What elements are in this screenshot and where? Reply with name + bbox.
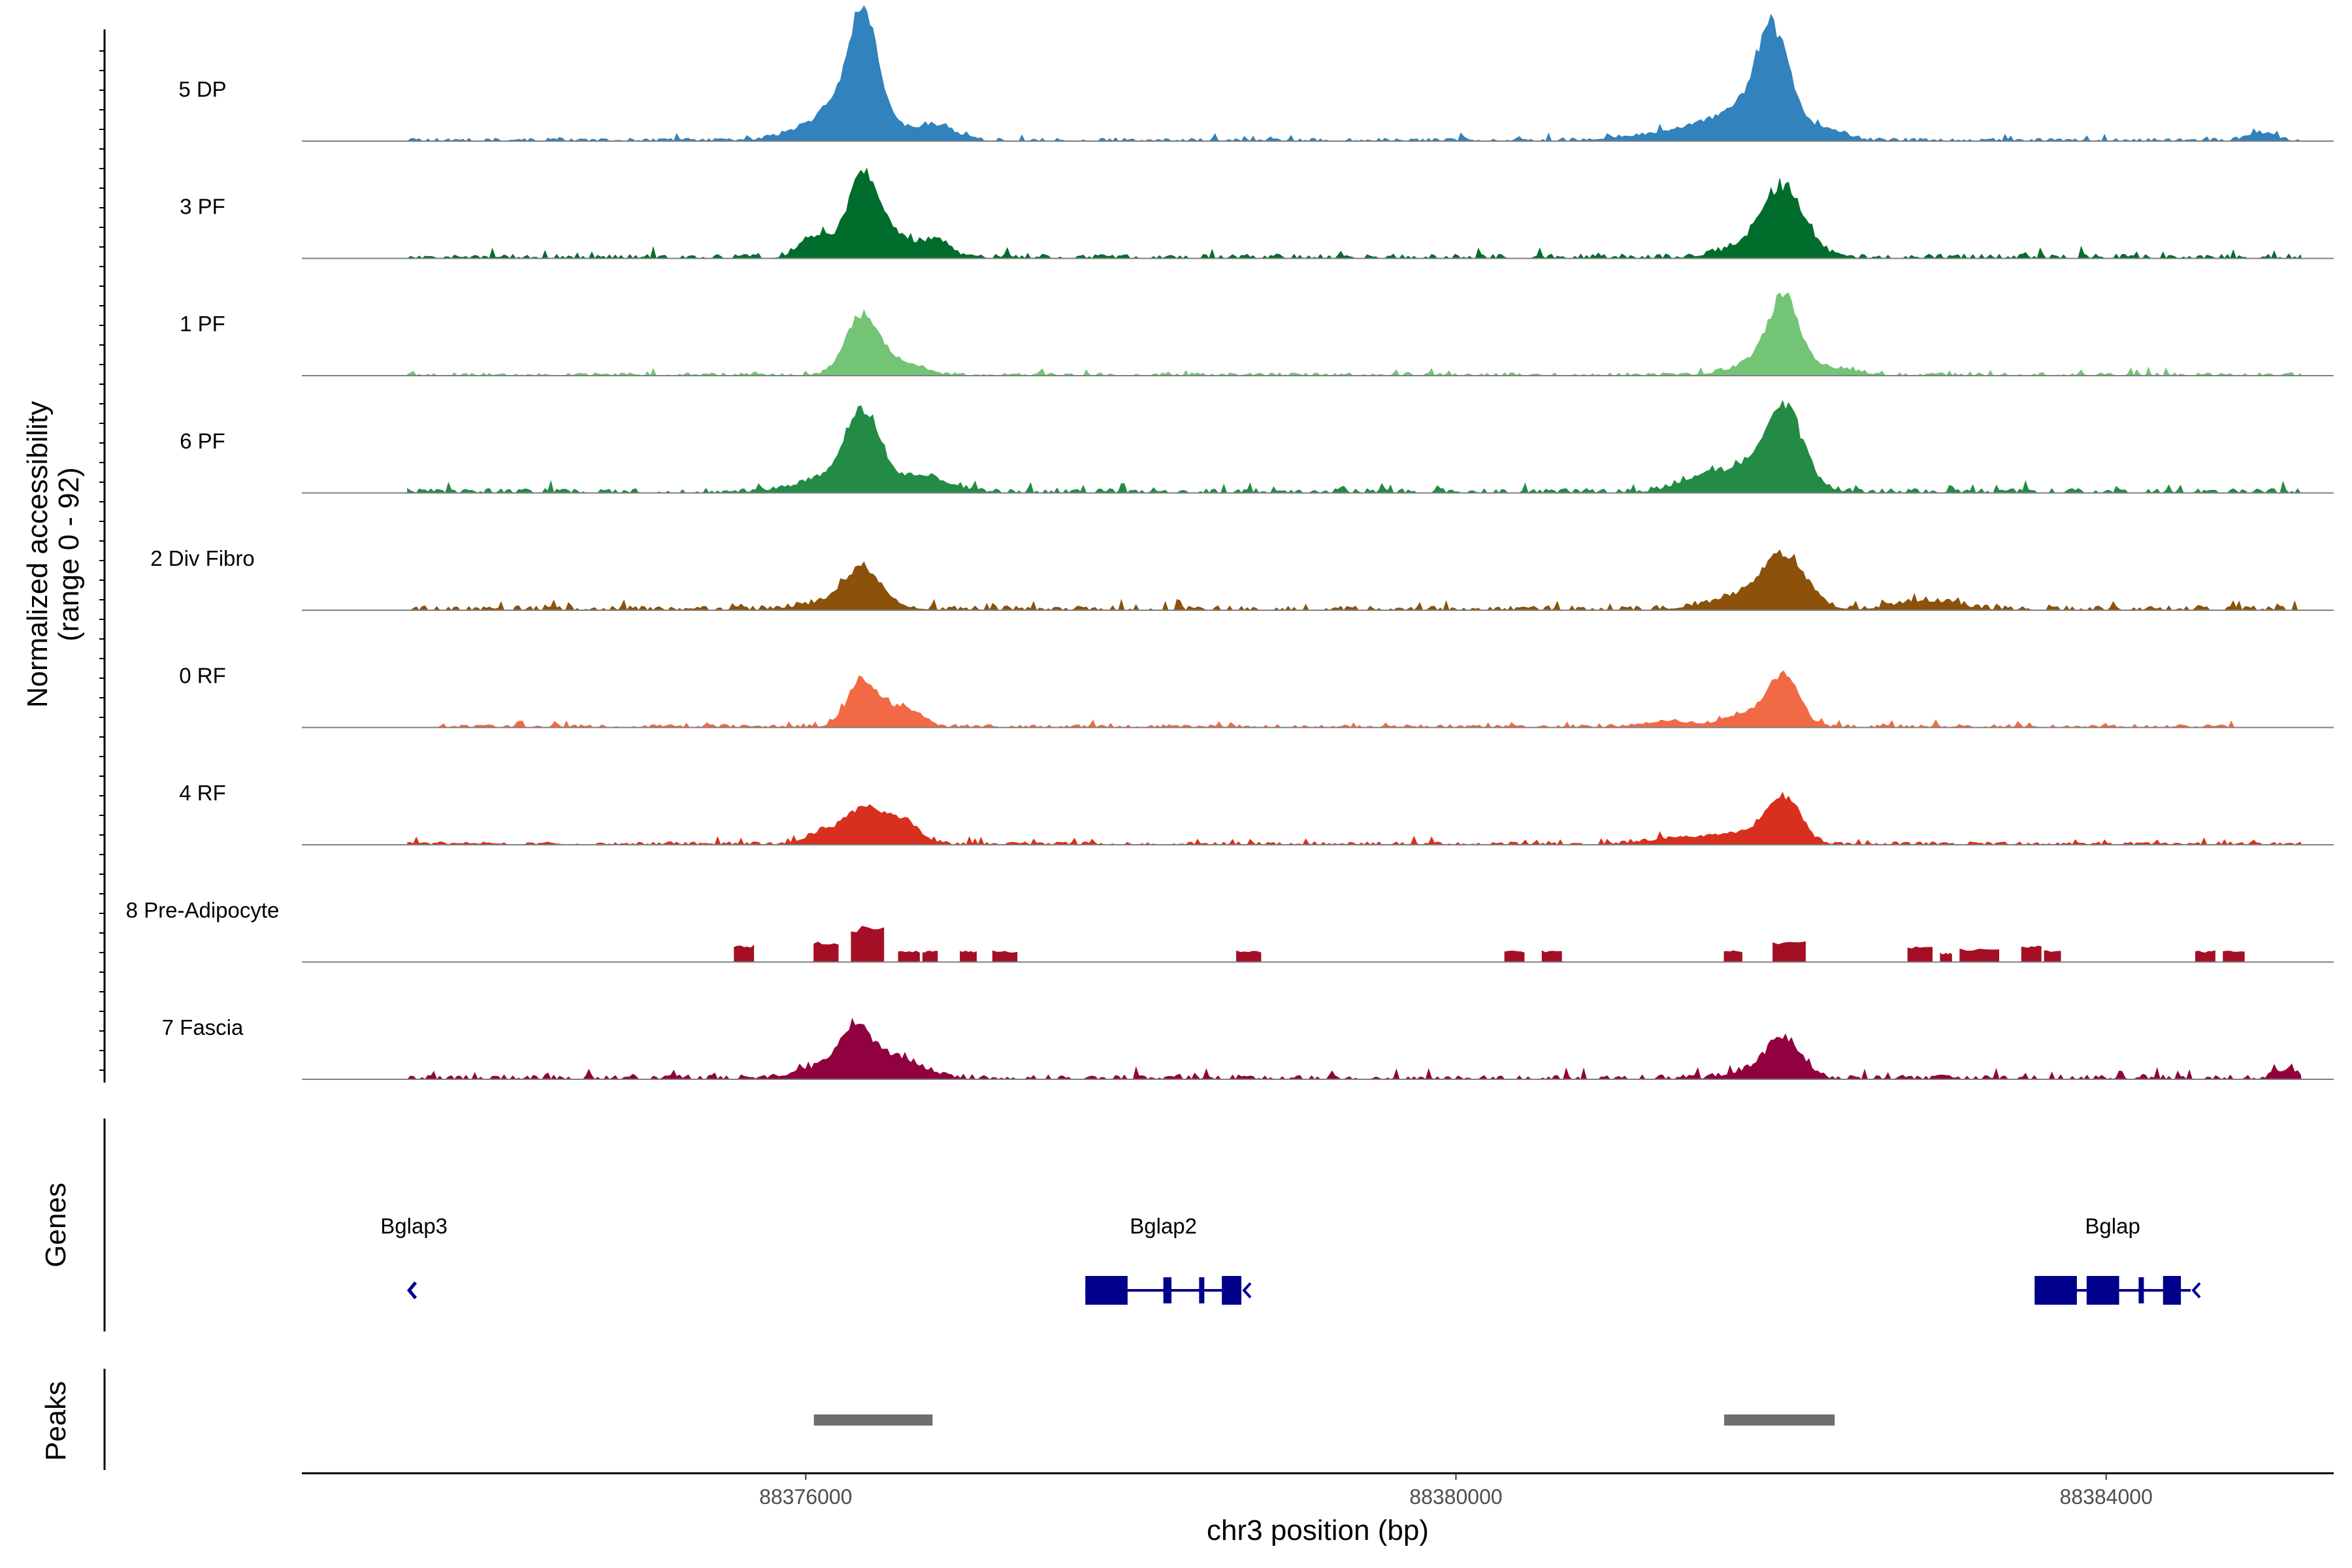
gene-exon	[1163, 1277, 1172, 1303]
strand-chevron	[2191, 1282, 2201, 1299]
coverage-tracks: 5 DP 3 PF 1 PF 6 PF 2 Div Fibro 0 RF 4 RF 8 Pre…	[126, 5, 2334, 1081]
coverage-area	[406, 167, 2302, 259]
coverage-area	[407, 399, 2302, 494]
gene-label: Bglap3	[380, 1214, 448, 1238]
strand-chevron	[406, 1281, 417, 1299]
x-axis: 88376000 88380000 88384000	[302, 1472, 2334, 1509]
gene-bglap2: Bglap2	[1085, 1214, 1252, 1305]
track-6-pf: 6 PF	[180, 399, 2334, 494]
x-axis-title: chr3 position (bp)	[1207, 1514, 1429, 1546]
coverage-area	[734, 926, 2245, 962]
y-axis-title: Normalized accessibility	[22, 401, 54, 708]
track-4-rf: 4 RF	[179, 781, 2334, 846]
track-label: 8 Pre-Adipocyte	[126, 898, 280, 923]
genes-track-title: Genes	[40, 1183, 72, 1267]
x-tick-label: 88376000	[759, 1485, 852, 1509]
track-0-rf: 0 RF	[179, 664, 2334, 728]
track-5-dp: 5 DP	[178, 5, 2334, 142]
coverage-area	[407, 791, 2302, 846]
track-label: 6 PF	[180, 429, 225, 453]
coverage-area	[406, 1017, 2302, 1081]
gene-label: Bglap2	[1130, 1214, 1197, 1238]
gene-exon	[2138, 1277, 2144, 1303]
track-label: 7 Fascia	[162, 1015, 244, 1039]
gene-exon	[2163, 1276, 2181, 1305]
track-8-pre-adipocyte: 8 Pre-Adipocyte	[126, 898, 2334, 963]
track-label: 2 Div Fibro	[150, 546, 255, 570]
gene-exon	[2086, 1276, 2119, 1305]
genes-track: Bglap3 Bglap2 Bglap	[103, 1119, 2201, 1331]
track-2-div-fibro: 2 Div Fibro	[150, 546, 2334, 612]
track-label: 3 PF	[180, 195, 225, 219]
track-label: 5 DP	[178, 77, 226, 101]
gene-bglap3: Bglap3	[380, 1214, 448, 1299]
track-3-pf: 3 PF	[180, 167, 2334, 259]
track-label: 1 PF	[180, 312, 225, 336]
track-label: 0 RF	[179, 664, 226, 688]
track-label: 4 RF	[179, 781, 226, 805]
gene-exon	[2034, 1276, 2077, 1305]
gene-label: Bglap	[2085, 1214, 2140, 1238]
coverage-area	[406, 5, 2302, 142]
coverage-area	[407, 292, 2302, 377]
gene-exon	[1085, 1276, 1128, 1305]
coverage-area	[407, 549, 2302, 612]
coverage-area	[432, 670, 2236, 728]
track-1-pf: 1 PF	[180, 292, 2334, 377]
track-7-fascia: 7 Fascia	[162, 1015, 2334, 1081]
coverage-y-axis	[99, 29, 106, 1083]
peaks-track	[103, 1369, 1835, 1470]
peak-region	[1724, 1414, 1835, 1426]
peak-region	[813, 1414, 933, 1426]
gene-exon	[1222, 1276, 1242, 1305]
y-axis-range: (range 0 - 92)	[53, 467, 85, 642]
x-tick-label: 88384000	[2059, 1485, 2152, 1509]
gene-bglap: Bglap	[2034, 1214, 2201, 1305]
peaks-track-title: Peaks	[40, 1381, 72, 1461]
x-tick-label: 88380000	[1409, 1485, 1502, 1509]
strand-chevron	[1242, 1282, 1252, 1299]
gene-exon	[1199, 1277, 1205, 1303]
